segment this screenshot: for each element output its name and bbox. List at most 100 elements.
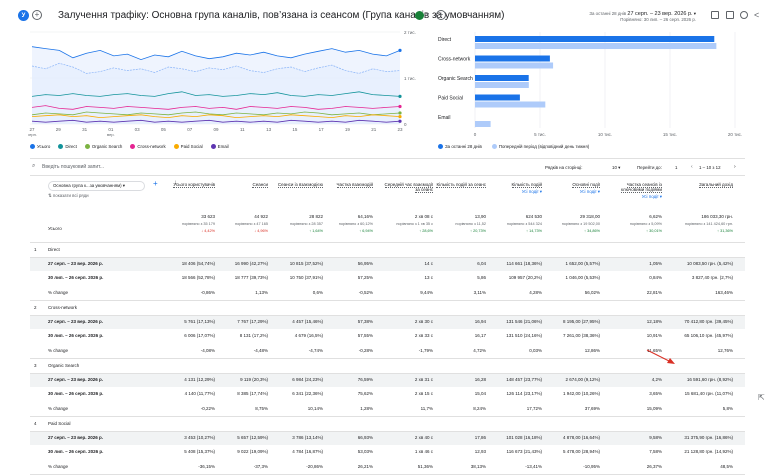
table-row-current[interactable]: 27 серп. – 23 вер. 2026 р. 4 131 (12,29%)… — [30, 374, 745, 387]
totals-cell: ↑ 6,94% — [359, 229, 373, 233]
account-avatar[interactable]: У — [18, 10, 29, 21]
column-header[interactable]: Сеанси — [216, 182, 268, 188]
table-cell: 109 957 (20,2%) — [508, 275, 542, 280]
totals-cell: 29 318,00 — [579, 214, 600, 219]
legend-item[interactable]: Email — [210, 144, 229, 149]
column-header[interactable]: Частка взаємодій — [321, 182, 373, 188]
no-rows-toggle[interactable]: ⇅ показати всі ряди — [48, 193, 89, 198]
table-cell: 14 с — [424, 261, 433, 266]
column-header-label: Сеанси — [252, 182, 268, 188]
table-cell: 38,13% — [470, 464, 486, 469]
bar-previous[interactable] — [475, 82, 529, 88]
table-cell: 8,75% — [255, 406, 268, 411]
totals-cell: ↑ 1,64% — [309, 229, 323, 233]
legend-item[interactable]: Усього — [30, 144, 50, 149]
table-cell: 3 453 (10,27%) — [184, 435, 215, 440]
table-row-current[interactable]: 27 серп. – 23 вер. 2026 р. 3 453 (10,27%)… — [30, 432, 745, 445]
bar-previous[interactable] — [475, 101, 546, 108]
table-cell: -0,22% — [200, 406, 215, 411]
totals-cell: порівняно з 1 хв 35 с — [396, 222, 433, 226]
x-tick-label: 15 — [292, 127, 298, 132]
add-comparison-icon[interactable]: + — [32, 10, 42, 20]
bar-current[interactable] — [475, 75, 529, 81]
x-tick-label: 31 — [82, 127, 88, 132]
series-line-paid-social — [31, 114, 401, 119]
bar-current[interactable] — [475, 55, 550, 62]
bar-chart: 0 5 тис. 10 тис. 15 тис. 20 тис. Direct Cross-… — [438, 32, 742, 137]
column-header[interactable]: Загальний дохід — [681, 182, 733, 188]
bar-category-label: Direct — [438, 37, 452, 43]
table-cell: 1,05% — [649, 261, 662, 266]
table-row-change[interactable]: % change -36,15% -37,3% -20,86% 26,21% 51,36%… — [30, 461, 745, 474]
column-header[interactable]: Кількість подій за сеанс — [434, 182, 486, 188]
column-header[interactable]: Частка сеансів із ключовими подіями Усі п… — [610, 182, 662, 199]
group-row[interactable]: Paid Social 4 — [30, 418, 745, 431]
table-row-change[interactable]: % change -0,86% 1,13% 0,6% -0,52% 9,44% 3,11% 4… — [30, 287, 745, 300]
legend-item[interactable]: Cross-network — [130, 144, 166, 149]
table-row-previous[interactable]: 30 лип. – 26 серп. 2026 р. 4 140 (11,77%)… — [30, 388, 745, 401]
bar-category-label: Organic Search — [438, 76, 473, 82]
table-cell: 131 546 (21,06%) — [506, 319, 542, 324]
event-filter-select[interactable]: Усі події ▾ — [579, 189, 600, 194]
table-row-previous[interactable]: 30 лип. – 26 серп. 2026 р. 5 408 (15,37%)… — [30, 446, 745, 459]
bar-current[interactable] — [475, 94, 520, 101]
table-cell: 8 195,00 (27,95%) — [562, 319, 600, 324]
bar-previous[interactable] — [475, 121, 491, 127]
sort-arrow-icon[interactable]: ↓ — [174, 180, 177, 186]
legend-dot-icon — [58, 144, 64, 149]
event-filter-select[interactable]: Усі події ▾ — [641, 194, 662, 199]
column-header[interactable]: Усього користувачів — [163, 182, 215, 188]
table-row-change[interactable]: % change -4,08% -4,48% -4,74% -0,28% -1,79% 4,… — [30, 345, 745, 358]
prev-page-icon[interactable]: ‹ — [691, 164, 693, 170]
table-row-previous[interactable]: 30 лип. – 26 серп. 2026 р. 18 566 (52,78%… — [30, 272, 745, 285]
column-header[interactable]: Основні події Усі події ▾ — [548, 182, 600, 194]
goto-input[interactable]: 1 — [675, 165, 678, 170]
comment-icon[interactable] — [711, 11, 719, 19]
row-label: % change — [48, 348, 69, 353]
column-header[interactable]: Сеанси із взаємодією — [271, 182, 323, 188]
legend-label: Direct — [65, 144, 77, 149]
legend-dot-icon — [173, 144, 179, 149]
status-check-icon — [415, 11, 424, 20]
chevron-down-icon[interactable]: ▾ — [426, 12, 430, 18]
event-filter-select[interactable]: Усі події ▾ — [521, 189, 542, 194]
table-row-current[interactable]: 27 серп. – 23 вер. 2026 р. 18 406 (54,74%… — [30, 258, 745, 271]
legend-item[interactable]: Organic Search — [84, 144, 122, 149]
table-cell: 10 083,50 грн. (5,42%) — [686, 261, 733, 266]
date-range-picker[interactable]: За останні 28 днів 27 серп. – 23 вер. 20… — [589, 11, 696, 22]
legend-item[interactable]: Paid Social — [173, 144, 203, 149]
group-row[interactable]: Direct 1 — [30, 244, 745, 257]
table-row-previous[interactable]: 30 лип. – 26 серп. 2026 р. 6 006 (17,07%)… — [30, 330, 745, 343]
add-filter-icon[interactable]: + — [436, 10, 446, 20]
search-input[interactable]: Введіть пошуковий запит... — [42, 164, 105, 170]
table-cell: 18 777 (39,73%) — [234, 275, 268, 280]
rows-per-page-select[interactable]: 10 ▾ — [612, 165, 621, 170]
compare-icon[interactable] — [726, 11, 734, 19]
report-header: У + Залучення трафіку: Основна група кан… — [0, 0, 768, 30]
legend-item[interactable]: Direct — [58, 144, 77, 149]
bar-previous[interactable] — [475, 62, 554, 69]
x-tick-label: 5 тис. — [534, 132, 546, 137]
legend-current: За останні 28 днів — [438, 144, 482, 149]
group-row[interactable]: Cross-network 2 — [30, 302, 745, 315]
series-line-organic-search — [31, 111, 401, 116]
bar-category-label: Cross-network — [438, 57, 471, 63]
page-title: Залучення трафіку: Основна група каналів… — [58, 10, 505, 21]
bar-previous[interactable] — [475, 43, 717, 49]
bar-current[interactable] — [475, 36, 715, 42]
next-page-icon[interactable]: › — [734, 164, 736, 170]
table-row-current[interactable]: 27 серп. – 23 вер. 2026 р. 5 761 (17,13%)… — [30, 316, 745, 329]
group-row[interactable]: Organic Search 3 — [30, 360, 745, 373]
column-header[interactable]: Кількість подій Усі події ▾ — [490, 182, 542, 194]
column-header[interactable]: Середній час взаємодії за сеанс — [381, 182, 433, 193]
insights-icon[interactable] — [740, 11, 748, 19]
totals-cell: ↑ 14,73% — [526, 229, 542, 233]
table-cell: 4,72% — [473, 348, 486, 353]
table-row-change[interactable]: % change -0,22% 8,75% 10,14% 1,28% 11,7% 8,24%… — [30, 403, 745, 416]
dimension-select[interactable]: Основна група к...за умовчанням) ▾ — [48, 181, 145, 191]
column-header-label: Кількість подій за сеанс — [436, 182, 486, 188]
share-icon[interactable]: < — [754, 10, 760, 20]
add-dimension-icon[interactable]: + — [153, 179, 158, 188]
row-divider — [30, 358, 745, 359]
